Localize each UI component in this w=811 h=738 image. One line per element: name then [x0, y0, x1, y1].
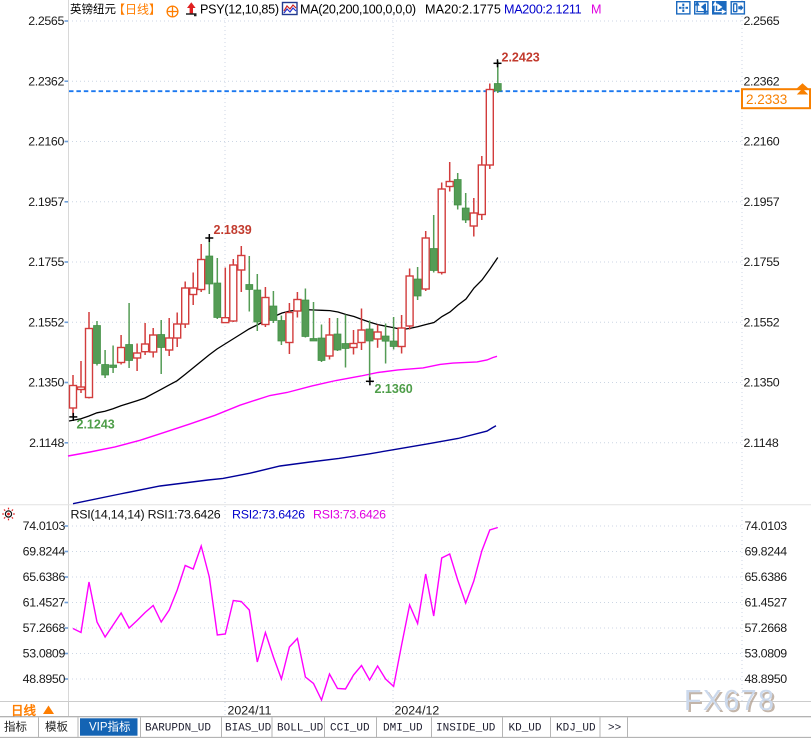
svg-text:2.2160: 2.2160 — [744, 135, 780, 149]
svg-text:日线: 日线 — [11, 703, 37, 718]
svg-text:2.1350: 2.1350 — [744, 376, 780, 390]
svg-text:2.1755: 2.1755 — [744, 255, 780, 269]
svg-text:模板: 模板 — [45, 720, 68, 734]
svg-text:BOLL_UD: BOLL_UD — [277, 723, 324, 735]
svg-text:>>: >> — [608, 723, 621, 735]
svg-text:DMI_UD: DMI_UD — [383, 723, 423, 735]
svg-text:MA200:2.1211: MA200:2.1211 — [504, 3, 582, 17]
svg-text:【日线】: 【日线】 — [113, 3, 161, 17]
svg-text:2.2565: 2.2565 — [28, 14, 64, 28]
svg-text:2.1755: 2.1755 — [28, 255, 64, 269]
svg-text:2.1957: 2.1957 — [744, 195, 780, 209]
svg-text:57.2668: 57.2668 — [745, 621, 788, 635]
svg-text:53.0809: 53.0809 — [23, 647, 66, 661]
svg-text:指标: 指标 — [4, 720, 27, 734]
svg-text:2.2565: 2.2565 — [744, 14, 780, 28]
svg-text:2.1350: 2.1350 — [28, 376, 64, 390]
svg-text:2.1552: 2.1552 — [28, 316, 64, 330]
svg-text:BIAS_UD: BIAS_UD — [225, 723, 272, 735]
svg-text:53.0809: 53.0809 — [745, 647, 788, 661]
svg-text:KDJ_UD: KDJ_UD — [556, 723, 596, 735]
svg-text:2.1957: 2.1957 — [28, 195, 64, 209]
svg-text:RSI2:73.6426: RSI2:73.6426 — [232, 508, 305, 522]
svg-text:61.4527: 61.4527 — [23, 596, 66, 610]
svg-text:2.2362: 2.2362 — [744, 74, 780, 88]
svg-text:2.2160: 2.2160 — [28, 135, 64, 149]
svg-text:2024/11: 2024/11 — [228, 704, 272, 718]
svg-text:2024/12: 2024/12 — [395, 704, 440, 718]
svg-text:74.0103: 74.0103 — [23, 519, 66, 533]
svg-text:KD_UD: KD_UD — [509, 723, 542, 735]
svg-text:65.6386: 65.6386 — [23, 570, 66, 584]
svg-text:2.1552: 2.1552 — [744, 316, 780, 330]
svg-text:INSIDE_UD: INSIDE_UD — [436, 723, 496, 735]
svg-text:48.8950: 48.8950 — [745, 672, 788, 686]
svg-text:MA20:2.1775: MA20:2.1775 — [425, 3, 501, 17]
svg-text:2.1360: 2.1360 — [375, 382, 413, 396]
svg-text:2.2333: 2.2333 — [746, 92, 787, 107]
svg-text:48.8950: 48.8950 — [23, 672, 66, 686]
svg-text:74.0103: 74.0103 — [745, 519, 788, 533]
svg-text:2.2423: 2.2423 — [502, 51, 540, 65]
svg-text:BARUPDN_UD: BARUPDN_UD — [145, 723, 211, 735]
svg-text:69.8244: 69.8244 — [23, 545, 66, 559]
svg-text:2.1148: 2.1148 — [29, 436, 64, 450]
svg-text:2.1243: 2.1243 — [77, 417, 115, 431]
svg-text:PSY(12,10,85): PSY(12,10,85) — [200, 3, 279, 17]
svg-text:FX678: FX678 — [686, 687, 777, 719]
svg-text:69.8244: 69.8244 — [745, 545, 788, 559]
svg-text:2.1148: 2.1148 — [744, 436, 779, 450]
svg-text:MA(20,200,100,0,0,0): MA(20,200,100,0,0,0) — [300, 3, 416, 17]
svg-text:57.2668: 57.2668 — [23, 621, 66, 635]
svg-text:61.4527: 61.4527 — [745, 596, 788, 610]
svg-text:英镑纽元: 英镑纽元 — [70, 2, 116, 16]
svg-text:RSI(14,14,14) RSI1:73.6426: RSI(14,14,14) RSI1:73.6426 — [71, 508, 221, 522]
svg-text:2.2362: 2.2362 — [28, 74, 64, 88]
svg-text:CCI_UD: CCI_UD — [330, 723, 370, 735]
svg-text:RSI3:73.6426: RSI3:73.6426 — [313, 508, 386, 522]
svg-text:2.1839: 2.1839 — [214, 223, 252, 237]
svg-text:VIP指标: VIP指标 — [89, 720, 131, 734]
svg-text:M: M — [591, 3, 602, 17]
svg-text:65.6386: 65.6386 — [745, 570, 788, 584]
svg-text:FX678: FX678 — [684, 685, 775, 717]
